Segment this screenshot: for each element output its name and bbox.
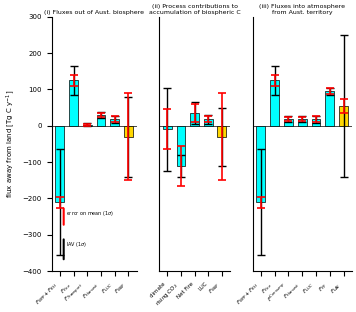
Bar [256, 126, 265, 202]
Bar [339, 106, 348, 126]
Bar [270, 80, 279, 126]
Bar [83, 125, 92, 126]
Bar [204, 119, 213, 126]
Title: (ii) Process contributions to
accumulation of biospheric C: (ii) Process contributions to accumulati… [149, 4, 241, 15]
Bar [312, 119, 320, 126]
Title: (i) Fluxes out of Aust. biosphere: (i) Fluxes out of Aust. biosphere [44, 10, 144, 15]
Bar [298, 119, 307, 126]
Text: IAV (1$\sigma$): IAV (1$\sigma$) [66, 240, 87, 249]
Bar [56, 126, 64, 202]
Bar [218, 126, 226, 137]
Bar [177, 126, 185, 166]
Bar [69, 80, 78, 126]
Bar [325, 91, 334, 126]
Bar [163, 126, 172, 129]
Bar [110, 119, 119, 126]
Text: error on mean (1$\sigma$): error on mean (1$\sigma$) [66, 209, 114, 218]
Bar [96, 115, 105, 126]
Bar [124, 126, 133, 137]
Bar [190, 113, 199, 126]
Title: (iii) Fluxes into atmosphere
from Aust. territory: (iii) Fluxes into atmosphere from Aust. … [259, 4, 345, 15]
Bar [284, 119, 293, 126]
Y-axis label: flux away from land [Tg C y$^{-1}$]: flux away from land [Tg C y$^{-1}$] [4, 90, 17, 198]
